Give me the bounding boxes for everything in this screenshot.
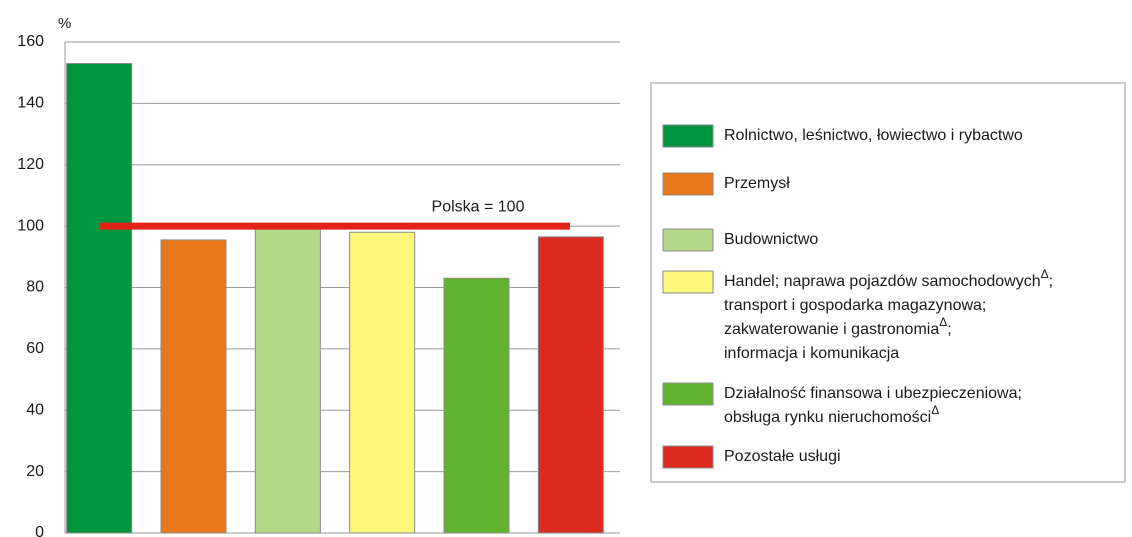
y-tick-label: 40 xyxy=(26,401,44,418)
legend-label: obsługa rynku nieruchomościΔ xyxy=(724,403,939,426)
legend-swatch xyxy=(662,270,714,294)
bar xyxy=(160,239,227,534)
legend-label: Działalność finansowa i ubezpieczeniowa; xyxy=(724,385,1022,402)
legend-label: Handel; naprawa pojazdów samochodowychΔ; xyxy=(724,267,1053,290)
y-tick-label: 100 xyxy=(17,217,44,234)
y-tick-label: 80 xyxy=(26,279,44,296)
y-tick-label: 120 xyxy=(17,156,44,173)
legend-label: Pozostałe usługi xyxy=(724,448,841,465)
y-axis-label: % xyxy=(58,15,71,32)
bar xyxy=(254,228,321,534)
y-tick-label: 140 xyxy=(17,95,44,112)
bar xyxy=(443,277,510,534)
legend-label: transport i gospodarka magazynowa; xyxy=(724,297,986,314)
legend-swatch xyxy=(662,172,714,196)
legend-swatch xyxy=(662,124,714,148)
legend-label: Przemysł xyxy=(724,175,790,192)
bar xyxy=(537,236,604,534)
reference-label: Polska = 100 xyxy=(432,198,525,215)
y-tick-label: 20 xyxy=(26,463,44,480)
legend-label: zakwaterowanie i gastronomiaΔ; xyxy=(724,315,952,338)
legend-box xyxy=(650,82,1126,483)
bar xyxy=(66,62,133,534)
legend-label: Rolnictwo, leśnictwo, łowiectwo i rybact… xyxy=(724,127,1023,144)
y-tick-label: 60 xyxy=(26,340,44,357)
legend-swatch xyxy=(662,382,714,406)
y-tick-label: 160 xyxy=(17,33,44,50)
y-tick-label: 0 xyxy=(35,524,44,537)
legend-swatch xyxy=(662,228,714,252)
legend-label: informacja i komunikacja xyxy=(724,345,899,362)
legend-swatch xyxy=(662,445,714,469)
legend-label: Budownictwo xyxy=(724,231,818,248)
bar xyxy=(349,231,416,534)
